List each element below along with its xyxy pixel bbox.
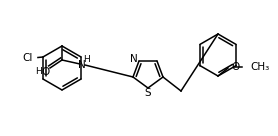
Text: S: S <box>145 88 151 98</box>
Text: H: H <box>84 55 90 64</box>
Text: N: N <box>130 54 138 64</box>
Text: N: N <box>78 60 86 70</box>
Text: Cl: Cl <box>23 53 33 63</box>
Text: CH₃: CH₃ <box>250 62 269 72</box>
Text: H: H <box>36 67 42 76</box>
Text: O: O <box>231 62 239 72</box>
Text: O: O <box>42 67 50 77</box>
